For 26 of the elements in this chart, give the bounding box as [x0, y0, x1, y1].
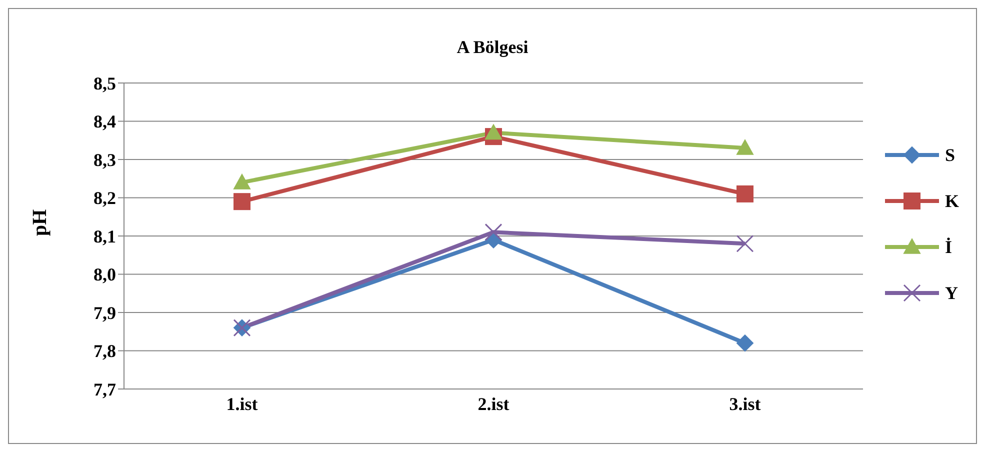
point	[736, 185, 754, 202]
point	[736, 234, 754, 252]
y-tick-label: 8,5	[94, 73, 116, 94]
y-tick-label: 7,7	[94, 379, 116, 400]
legend-label: K	[944, 190, 959, 212]
chart-title: A Bölgesi	[456, 37, 530, 58]
y-tick-label: 8,3	[94, 150, 116, 170]
y-tick-label: 7,8	[94, 341, 116, 362]
y-tick-label: 8,2	[94, 188, 116, 208]
point	[736, 334, 754, 352]
y-tick-label: 8,4	[94, 112, 116, 132]
point	[234, 174, 250, 190]
legend-label: İ	[944, 236, 952, 258]
point	[484, 124, 502, 140]
y-tick-label: 7,9	[94, 302, 116, 323]
point	[484, 223, 502, 241]
legend-label: S	[944, 144, 955, 166]
point	[736, 140, 754, 155]
x-tick-label: 2.ist	[478, 394, 510, 414]
y-tick-label: 8,1	[94, 226, 116, 246]
x-tick-label: 1.ist	[226, 394, 258, 414]
x-tick-label: 3.ist	[729, 394, 761, 414]
y-tick-label: 8,0	[94, 264, 116, 285]
legend-label: Y	[944, 282, 958, 304]
point	[234, 193, 250, 210]
y-axis-title: pH	[29, 208, 52, 236]
